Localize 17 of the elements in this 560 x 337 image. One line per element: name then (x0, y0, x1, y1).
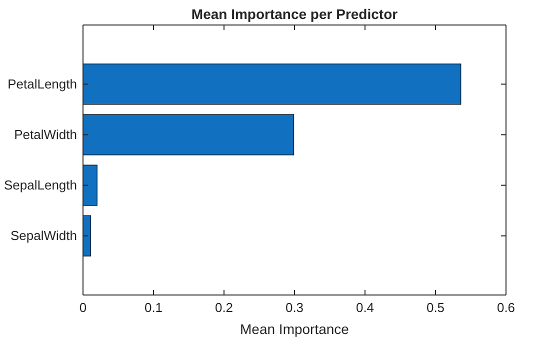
bar (82, 215, 92, 256)
x-tick-label: 0.6 (496, 300, 516, 316)
bar (82, 64, 462, 105)
bar (82, 164, 98, 206)
x-tick-label: 0.1 (144, 300, 163, 316)
y-tick-label: SepalWidth (10, 228, 77, 244)
x-axis-title: Mean Importance (240, 321, 350, 337)
chart-title: Mean Importance per Predictor (191, 6, 398, 22)
x-tick-label: 0.4 (356, 300, 374, 316)
y-tick-label: PetalWidth (14, 126, 77, 142)
bar (82, 114, 294, 156)
x-tick-label: 0 (79, 300, 87, 316)
y-tick-label: SepalLength (4, 177, 77, 192)
x-tick-label: 0.5 (426, 300, 445, 316)
y-tick-label: PetalLength (8, 76, 77, 92)
x-tick-label: 0.2 (214, 300, 234, 316)
x-tick-label: 0.3 (285, 300, 304, 316)
